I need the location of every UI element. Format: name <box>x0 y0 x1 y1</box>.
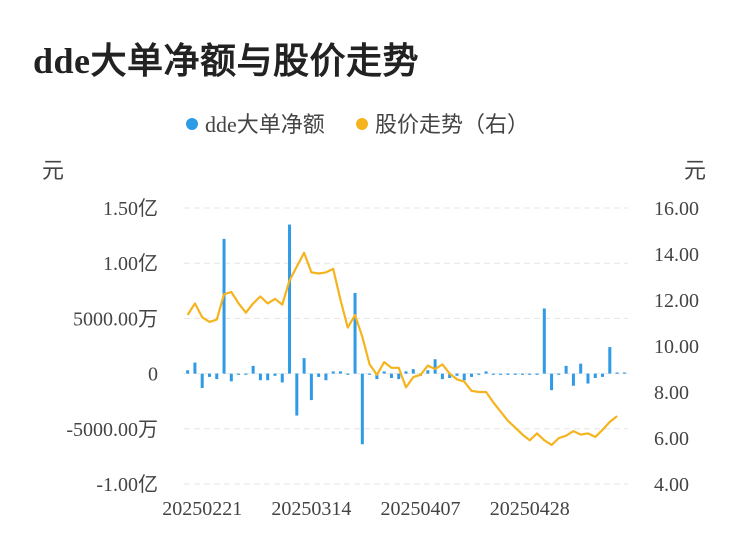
right-tick-label: 16.00 <box>654 198 699 220</box>
dde-bar[interactable] <box>244 373 248 375</box>
left-tick-label: 0 <box>148 364 158 386</box>
dde-bar[interactable] <box>368 373 372 375</box>
dde-bar[interactable] <box>280 373 284 383</box>
dde-bar[interactable] <box>542 308 546 374</box>
dde-bar[interactable] <box>550 373 554 391</box>
x-tick-label: 20250428 <box>490 498 570 520</box>
right-tick-label: 14.00 <box>654 244 699 266</box>
legend-label-price[interactable]: 股价走势（右） <box>375 112 529 137</box>
dde-bar[interactable] <box>455 373 459 376</box>
dde-bar[interactable] <box>608 347 612 374</box>
legend: dde大单净额 股价走势（右） <box>186 112 529 137</box>
dde-bar[interactable] <box>222 238 226 374</box>
dde-bar[interactable] <box>411 369 415 374</box>
dde-bar[interactable] <box>331 371 335 374</box>
dde-bar[interactable] <box>404 371 408 374</box>
dde-bar[interactable] <box>564 365 568 374</box>
dde-bar[interactable] <box>491 373 495 375</box>
dde-bar[interactable] <box>375 373 379 380</box>
dde-bar[interactable] <box>440 373 444 380</box>
price-line-group <box>186 251 618 446</box>
dde-bar[interactable] <box>462 373 466 381</box>
right-axis-unit: 元 <box>684 158 706 183</box>
dde-bar[interactable] <box>317 373 321 377</box>
left-tick-label: 5000.00万 <box>73 308 158 330</box>
dde-bar[interactable] <box>579 363 583 374</box>
dde-bar[interactable] <box>593 373 597 379</box>
dde-bar[interactable] <box>426 370 430 374</box>
right-axis-ticks: 16.00 14.00 12.00 10.00 8.00 6.00 4.00 <box>654 198 699 496</box>
legend-marker-price <box>356 118 368 130</box>
dde-bar[interactable] <box>601 373 605 377</box>
x-axis-ticks: 20250221 20250314 20250407 20250428 <box>162 498 570 520</box>
dde-bar[interactable] <box>200 373 204 388</box>
left-tick-label: -1.00亿 <box>96 473 158 496</box>
dde-bar[interactable] <box>506 373 510 375</box>
dde-bar[interactable] <box>360 373 364 445</box>
left-tick-label: 1.50亿 <box>103 197 158 220</box>
dde-bar[interactable] <box>229 373 233 382</box>
right-tick-label: 10.00 <box>654 336 699 358</box>
right-tick-label: 8.00 <box>654 382 689 404</box>
dde-bar[interactable] <box>353 293 357 374</box>
dde-bar[interactable] <box>258 373 262 381</box>
dde-bar[interactable] <box>193 362 197 374</box>
right-tick-label: 6.00 <box>654 428 689 450</box>
dde-bars <box>186 224 626 445</box>
left-axis-ticks: 1.50亿 1.00亿 5000.00万 0 -5000.00万 -1.00亿 <box>66 197 158 496</box>
dde-bar[interactable] <box>288 224 292 374</box>
dde-bar[interactable] <box>273 373 277 376</box>
left-axis-unit: 元 <box>42 158 64 183</box>
dde-bar[interactable] <box>251 365 255 374</box>
dde-bar[interactable] <box>186 370 190 374</box>
right-tick-label: 4.00 <box>654 474 689 496</box>
dde-bar[interactable] <box>520 373 524 375</box>
dde-bar[interactable] <box>557 373 561 375</box>
dde-bar[interactable] <box>266 373 270 381</box>
left-tick-label: -5000.00万 <box>66 419 158 441</box>
dde-bar[interactable] <box>433 359 437 374</box>
dde-bar[interactable] <box>470 373 474 377</box>
dde-bar[interactable] <box>513 373 517 375</box>
x-tick-label: 20250221 <box>162 498 242 520</box>
dde-bar[interactable] <box>309 373 313 401</box>
chart-title: dde大单净额与股价走势 <box>33 41 420 81</box>
grid-lines <box>184 207 628 485</box>
dde-bar[interactable] <box>338 371 342 374</box>
dde-bar[interactable] <box>215 373 219 380</box>
dde-bar[interactable] <box>207 373 211 377</box>
dde-bar[interactable] <box>382 371 386 374</box>
dde-bar[interactable] <box>397 373 401 380</box>
price-line[interactable] <box>186 251 618 446</box>
x-tick-label: 20250407 <box>381 498 461 520</box>
dde-bar[interactable] <box>622 372 626 374</box>
dde-bar[interactable] <box>237 373 241 375</box>
dde-bar[interactable] <box>346 373 350 375</box>
right-tick-label: 12.00 <box>654 290 699 312</box>
dde-bar[interactable] <box>324 373 328 381</box>
dde-bar[interactable] <box>571 373 575 386</box>
dde-bar[interactable] <box>448 373 452 379</box>
x-tick-label: 20250314 <box>271 498 351 520</box>
dde-bar[interactable] <box>535 373 539 375</box>
dde-bar[interactable] <box>477 373 481 375</box>
legend-marker-dde <box>186 118 198 130</box>
dde-bar[interactable] <box>484 371 488 374</box>
dde-bar[interactable] <box>586 373 590 384</box>
dde-bar[interactable] <box>528 373 532 375</box>
left-tick-label: 1.00亿 <box>103 252 158 275</box>
dde-bar[interactable] <box>302 358 306 374</box>
dde-bar[interactable] <box>295 373 299 416</box>
legend-label-dde[interactable]: dde大单净额 <box>205 112 325 137</box>
dde-bar[interactable] <box>615 372 619 374</box>
dde-bar[interactable] <box>389 373 393 379</box>
dde-bar[interactable] <box>499 373 503 375</box>
